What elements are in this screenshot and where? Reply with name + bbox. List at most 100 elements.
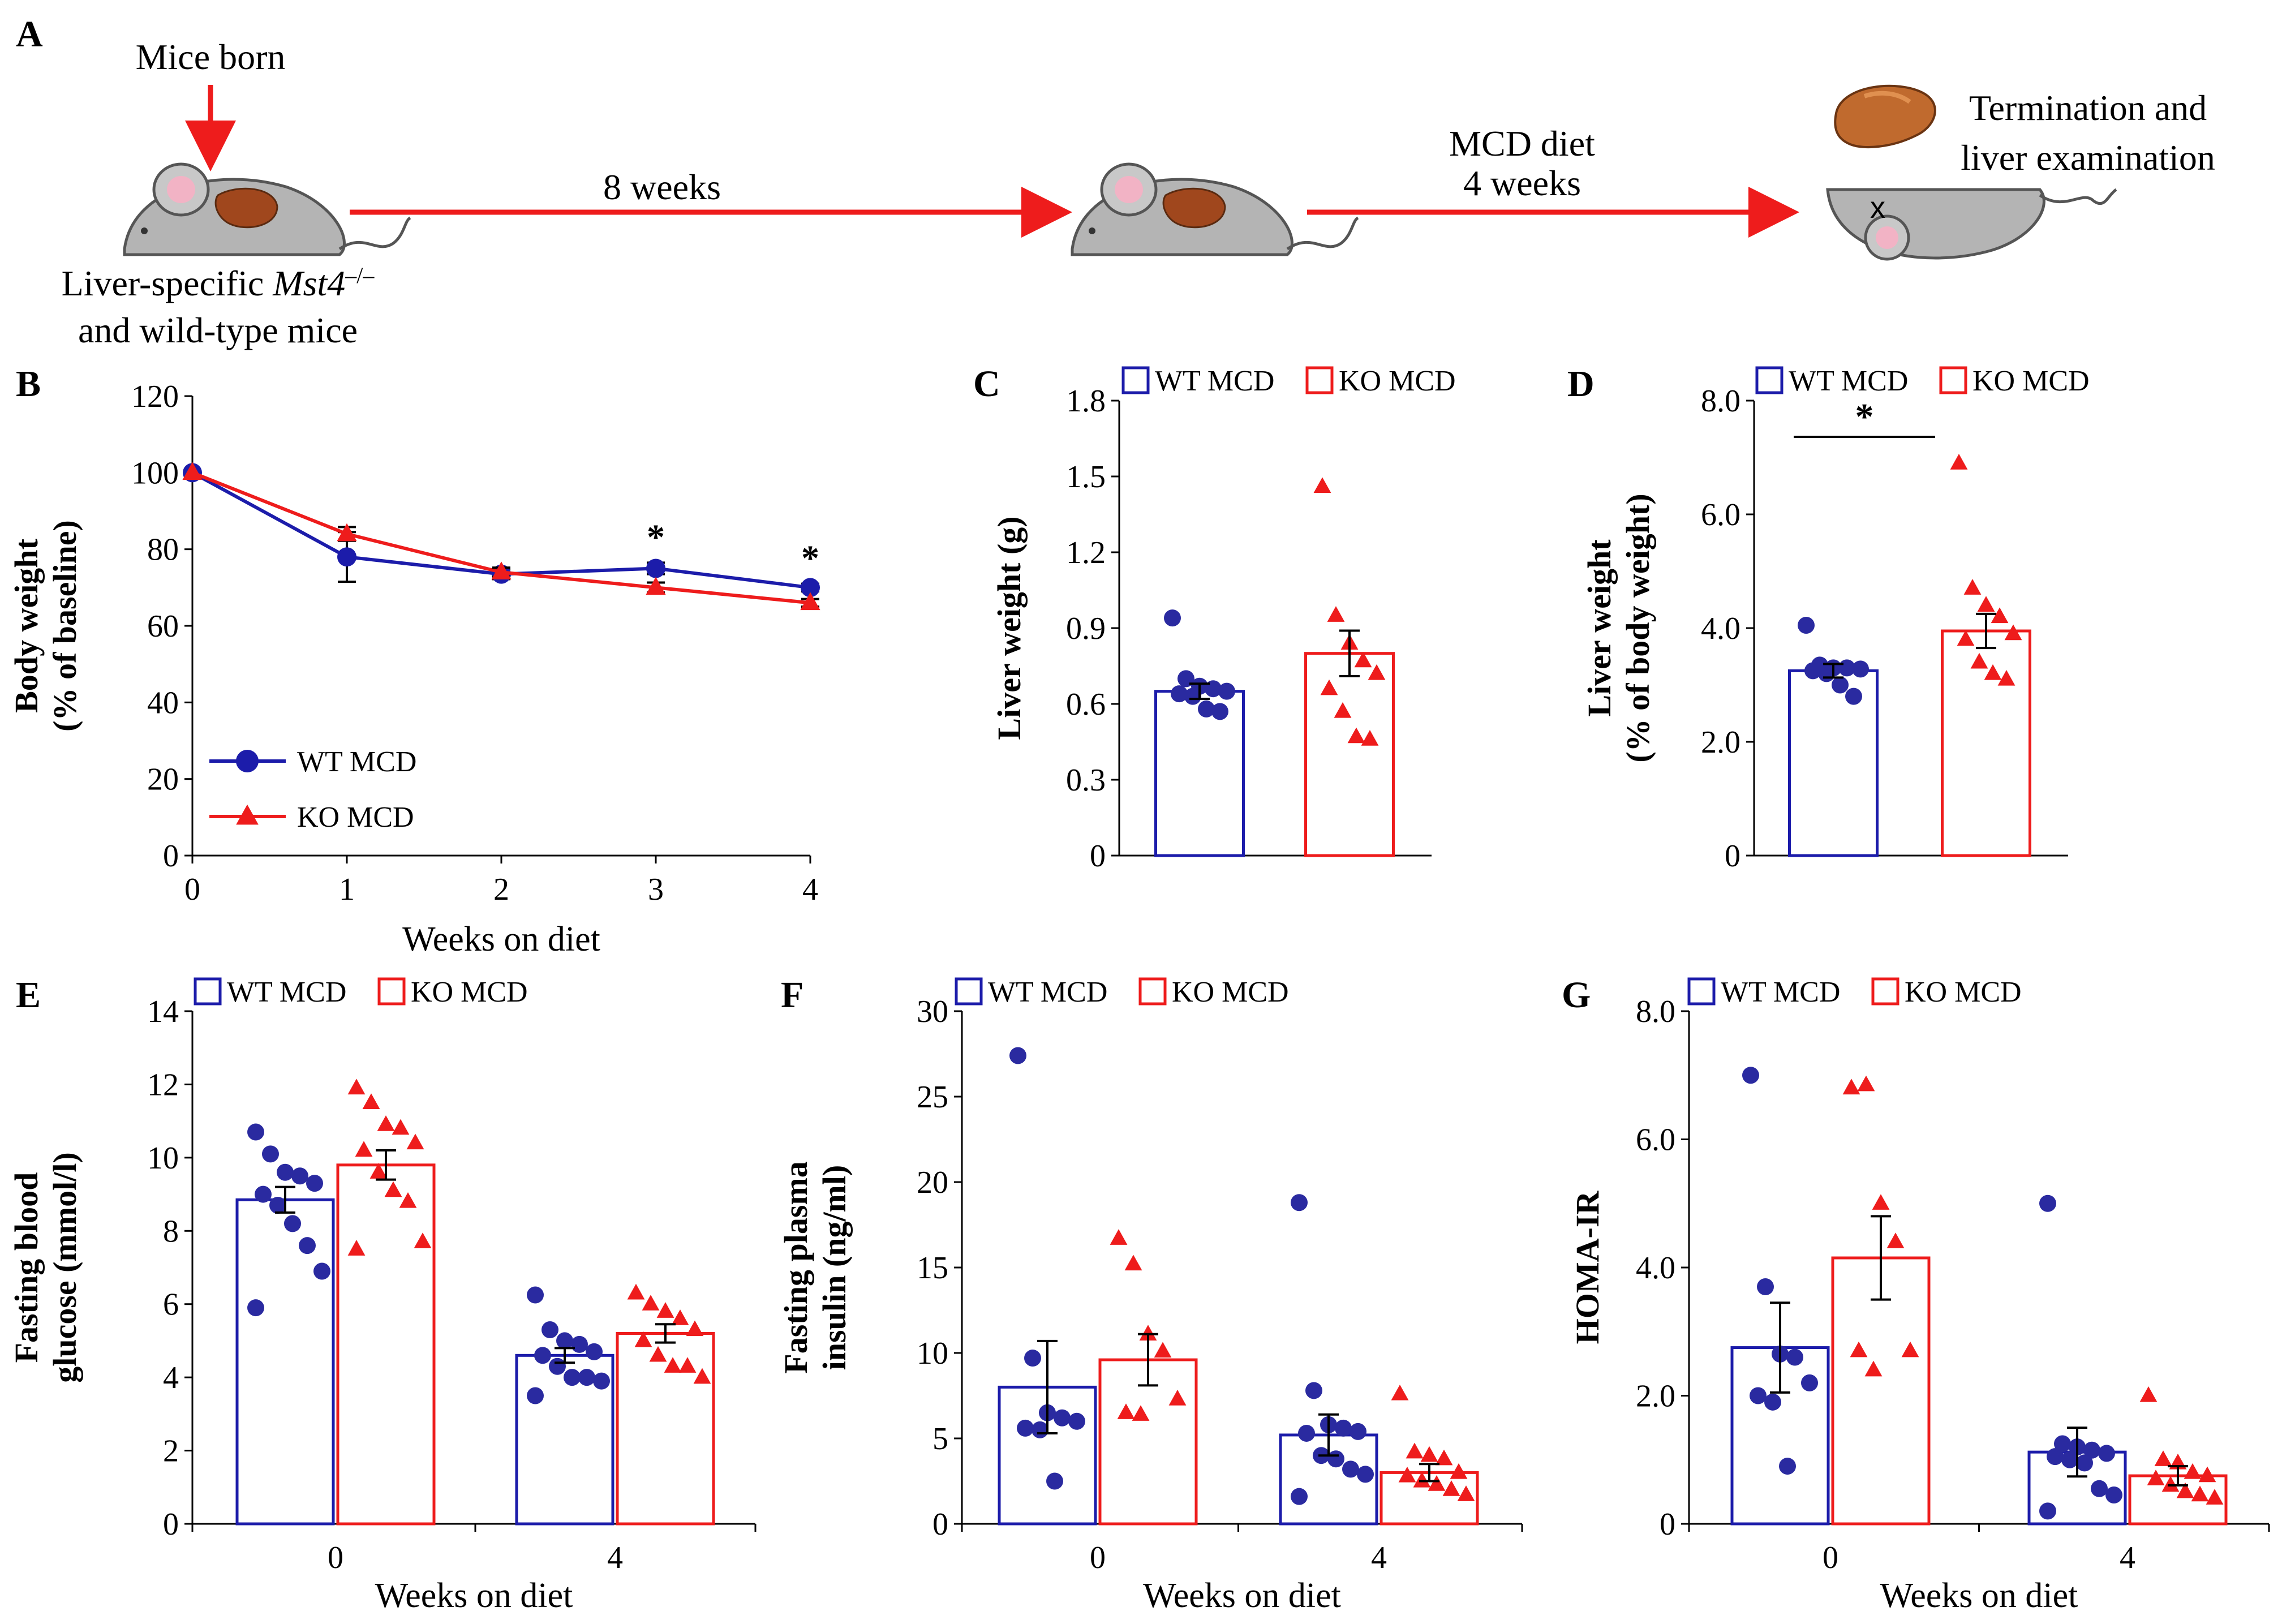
chart-b-point (801, 578, 820, 598)
chart-e-y-tick-label: 12 (147, 1067, 179, 1102)
panel-d-chart: D 0 2.0 4.0 6.0 8.0 Liver weight (% of body wei… (1567, 363, 2090, 874)
chart-e-x-tick-label: 4 (607, 1540, 623, 1575)
chart-g-point-wt (1742, 1067, 1759, 1084)
panel-e-chart: E 0 2 4 6 8 10 12 14 Fasting blood glucose (mmol/l… (8, 974, 757, 1615)
chart-f-point-ko (1450, 1463, 1468, 1479)
chart-g-point-wt (2105, 1486, 2122, 1504)
chart-g-point-wt (2054, 1435, 2071, 1453)
chart-f-point-ko (1398, 1466, 1416, 1483)
chart-c-bar-ko (1304, 652, 1395, 857)
chart-e-y-tick-label: 6 (163, 1287, 179, 1322)
chart-c-point-wt (1218, 682, 1235, 700)
chart-g-x-tick-label: 4 (2120, 1540, 2135, 1575)
chart-e-legend-label-ko: KO MCD (411, 976, 528, 1008)
chart-e-point-ko (649, 1346, 667, 1362)
chart-f-y-tick-label: 10 (917, 1336, 948, 1371)
chart-g-point-ko (2176, 1482, 2194, 1498)
chart-e-bar-wt (235, 1198, 335, 1526)
chart-c-point-ko (1354, 651, 1372, 668)
chart-f-point-ko (1413, 1472, 1431, 1488)
chart-c-point-ko (1334, 702, 1352, 718)
chart-g-point-ko (2198, 1466, 2216, 1483)
chart-e-point-wt (277, 1163, 294, 1181)
chart-f-point-wt (1024, 1350, 1041, 1367)
chart-d-point-ko (1984, 664, 2002, 680)
chart-g-legend-swatch-wt (1687, 977, 1716, 1006)
chart-b-x-tick-label: 3 (648, 872, 664, 907)
chart-e-point-wt (571, 1335, 588, 1353)
chart-d-point-wt (1832, 676, 1849, 694)
chart-g-point-ko (2139, 1386, 2158, 1402)
chart-e-point-wt (291, 1167, 308, 1185)
chart-g-point-wt (2076, 1454, 2093, 1472)
chart-g-point-ko (1857, 1075, 1875, 1092)
chart-d-point-wt (1852, 660, 1869, 678)
chart-e-point-wt (527, 1387, 544, 1404)
chart-f-y-tick-label: 0 (932, 1507, 948, 1542)
chart-f-point-ko (1168, 1390, 1187, 1406)
chart-e-point-wt (593, 1372, 610, 1390)
chart-d-significance-star: * (1855, 396, 1874, 437)
chart-e-point-wt (247, 1123, 264, 1141)
chart-g-point-ko (1842, 1079, 1860, 1095)
chart-b-point (646, 558, 665, 578)
chart-f-point-ko (1132, 1405, 1150, 1421)
chart-e-y-tick-label: 0 (163, 1507, 179, 1542)
chart-f-point-ko (1154, 1342, 1172, 1358)
chart-f-x-tick-label: 4 (1371, 1540, 1387, 1575)
chart-f-point-wt (1054, 1409, 1071, 1427)
chart-f-y-axis-title-line2: insulin (ng/ml) (816, 1165, 853, 1370)
chart-f-y-tick-label: 30 (917, 994, 948, 1029)
chart-f-point-ko (1457, 1485, 1475, 1501)
chart-g-point-wt (1779, 1458, 1796, 1475)
chart-c-y-tick-label: 0 (1090, 839, 1106, 874)
chart-g-point-ko (2206, 1489, 2224, 1505)
chart-b-legend-label-wt: WT MCD (297, 746, 416, 778)
chart-g-x-tick-label: 0 (1823, 1540, 1838, 1575)
chart-e-point-ko (369, 1163, 388, 1179)
chart-b-y-axis-title-line2: (% of baseline) (46, 520, 83, 732)
chart-c-bar-wt (1154, 690, 1245, 857)
chart-e-y-axis-title-line1: Fasting blood (8, 1172, 45, 1363)
chart-e-legend-label-wt: WT MCD (227, 976, 346, 1008)
chart-b-legend-label-ko: KO MCD (297, 801, 414, 834)
chart-f-y-tick-label: 25 (917, 1080, 948, 1115)
chart-e-point-wt (564, 1369, 581, 1386)
chart-d-y-tick-label: 4.0 (1701, 611, 1740, 646)
chart-f-point-wt (1350, 1423, 1366, 1440)
chart-d-point-ko (1997, 669, 2015, 686)
liver-icon-2 (1162, 187, 1226, 229)
diet-label-line2: 4 weeks (1463, 163, 1581, 203)
chart-f-point-wt (1305, 1382, 1322, 1399)
chart-g-y-tick-label: 0 (1660, 1507, 1675, 1542)
chart-e-bar-ko (336, 1163, 436, 1526)
chart-d-point-ko (1970, 652, 1988, 669)
chart-d-legend-swatch-wt (1755, 366, 1784, 394)
chart-g-point-ko (2161, 1476, 2180, 1492)
chart-g-point-wt (1786, 1348, 1803, 1366)
chart-f-point-ko (1117, 1403, 1135, 1419)
chart-g-point-wt (2047, 1448, 2064, 1466)
chart-c-point-wt (1164, 609, 1181, 627)
chart-c-y-tick-label: 0.6 (1066, 687, 1106, 722)
chart-g-y-tick-label: 8.0 (1636, 994, 1675, 1029)
chart-g-point-wt (1757, 1278, 1774, 1295)
panel-letter-g: G (1562, 974, 1591, 1016)
chart-e-y-tick-label: 2 (163, 1434, 179, 1469)
chart-b-y-axis-title-line1: Body weight (8, 538, 45, 712)
chart-b-legend-marker-ko (236, 804, 259, 825)
chart-g-point-ko (2191, 1485, 2209, 1502)
mouse-icon-3-terminated: x (1826, 188, 2117, 261)
chart-g-point-ko (1886, 1232, 1905, 1248)
chart-e-point-ko (693, 1368, 711, 1384)
chart-f-point-ko (1406, 1442, 1424, 1459)
chart-g-x-axis-title: Weeks on diet (1880, 1576, 2078, 1615)
panel-letter-d: D (1567, 363, 1595, 405)
chart-e-point-ko (399, 1192, 417, 1208)
chart-f-point-ko (1435, 1449, 1453, 1466)
chart-f-point-ko (1124, 1254, 1142, 1271)
chart-b-point (491, 561, 512, 580)
chart-f-legend-swatch-wt (955, 977, 983, 1006)
chart-g-point-ko (2184, 1463, 2202, 1479)
